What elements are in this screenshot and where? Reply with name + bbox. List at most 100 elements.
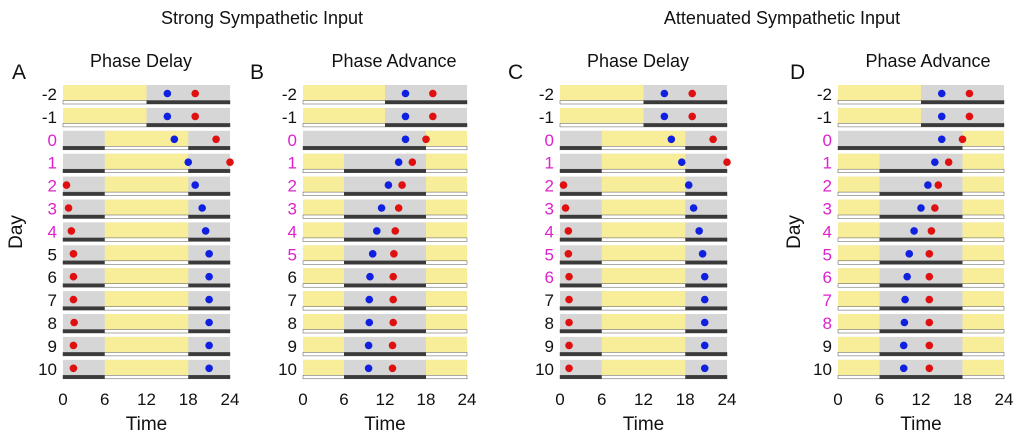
day-label: 1	[823, 154, 832, 173]
red-point	[62, 181, 71, 189]
blue-point	[937, 89, 946, 98]
light-period	[303, 85, 385, 104]
x-axis-label: Time	[364, 414, 406, 435]
red-point	[389, 295, 398, 304]
red-point	[389, 318, 398, 327]
dark-bar-segment	[63, 283, 105, 288]
light-period	[303, 359, 344, 379]
dark-bar-segment	[344, 375, 426, 379]
light-period	[104, 336, 189, 356]
dark-bar-segment	[63, 215, 105, 219]
dark-bar-segment	[63, 237, 105, 242]
blue-point	[163, 112, 172, 121]
light-period	[104, 130, 189, 150]
blue-point	[660, 89, 669, 98]
day-row: 8	[823, 314, 1005, 334]
day-row: 7	[288, 291, 468, 311]
light-period	[601, 153, 686, 173]
light-period	[426, 291, 467, 311]
day-row: 5	[288, 245, 468, 265]
red-point	[688, 112, 697, 121]
light-period	[601, 336, 686, 356]
day-row: 3	[545, 199, 728, 219]
red-point	[394, 204, 403, 212]
light-period	[962, 268, 1004, 288]
red-point	[429, 112, 437, 121]
red-point	[388, 341, 397, 350]
day-label: -1	[282, 108, 297, 127]
light-period	[838, 107, 921, 127]
red-point	[408, 158, 417, 166]
light-period	[63, 85, 147, 104]
light-period	[962, 245, 1004, 265]
red-point	[191, 89, 200, 98]
day-label: 7	[288, 291, 297, 310]
dark-bar-segment	[879, 375, 963, 379]
red-point	[559, 181, 568, 189]
dark-bar-segment	[188, 146, 230, 150]
dark-bar-segment	[685, 352, 727, 356]
light-period	[426, 245, 467, 265]
day-row: 6	[48, 268, 231, 288]
dark-bar-segment	[344, 329, 426, 333]
light-period	[104, 314, 189, 333]
day-label: -2	[817, 85, 832, 104]
light-period	[560, 85, 644, 104]
light-period	[560, 107, 644, 127]
x-axis-label: Time	[126, 414, 168, 435]
light-period	[962, 359, 1004, 379]
red-point	[709, 135, 717, 144]
light-period	[601, 268, 686, 288]
dark-bar-segment	[643, 100, 727, 104]
blue-point	[205, 318, 213, 327]
light-period	[838, 153, 880, 173]
day-label: 3	[545, 200, 554, 219]
red-point	[70, 318, 78, 327]
light-period	[303, 314, 344, 333]
x-tick-label: 18	[417, 390, 436, 409]
blue-point	[205, 250, 213, 258]
dark-bar-segment	[344, 192, 426, 196]
blue-point	[364, 341, 373, 350]
day-label: 0	[288, 131, 297, 150]
light-period	[303, 268, 344, 288]
blue-point	[931, 158, 939, 166]
x-tick-label: 6	[100, 390, 109, 409]
day-label: 6	[288, 268, 297, 287]
y-axis-label: Day	[6, 215, 27, 249]
light-period	[601, 130, 686, 150]
day-row: 1	[48, 153, 234, 173]
x-tick-label: 24	[995, 390, 1014, 409]
blue-point	[700, 364, 709, 373]
blue-point	[700, 272, 709, 281]
day-label: 5	[288, 245, 297, 264]
day-row: -2	[282, 85, 468, 105]
panel-title: Phase Advance	[331, 51, 456, 71]
light-period	[426, 222, 467, 242]
day-row: 1	[823, 153, 1005, 173]
day-row: 0	[48, 130, 231, 151]
red-point	[212, 135, 220, 144]
red-point	[69, 295, 78, 304]
light-period	[104, 153, 189, 173]
light-period	[838, 245, 880, 265]
dark-bar-segment	[385, 123, 467, 127]
light-period	[838, 314, 880, 333]
dark-bar-segment	[63, 375, 105, 379]
light-period	[838, 176, 880, 196]
day-label: -2	[539, 85, 554, 104]
x-tick-label: 6	[875, 390, 884, 409]
day-label: 6	[48, 268, 57, 287]
day-label: 10	[278, 360, 297, 379]
day-label: 7	[545, 291, 554, 310]
dark-bar-segment	[879, 329, 963, 333]
blue-point	[698, 250, 707, 258]
dark-bar-segment	[344, 237, 426, 242]
light-period	[601, 291, 686, 311]
light-period	[303, 336, 344, 356]
light-period	[962, 314, 1004, 333]
light-period	[426, 176, 467, 196]
day-row: 4	[288, 222, 468, 242]
light-period	[962, 291, 1004, 311]
